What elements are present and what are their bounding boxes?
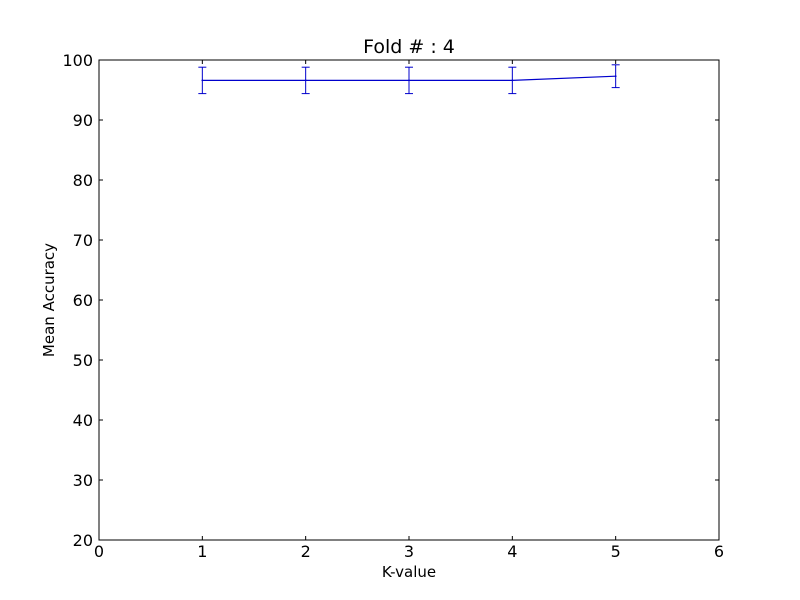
x-tick-labels: 0 1 2 3 4 5 6 [94,542,724,561]
x-tick-label: 6 [714,542,724,561]
data-point [201,79,204,82]
y-tick-label: 100 [62,51,93,70]
x-tick-label: 1 [197,542,207,561]
y-tick-labels: 20 30 40 50 60 70 80 90 100 [62,51,93,550]
x-tick-label: 0 [94,542,104,561]
plot-frame [98,59,720,541]
axis-ticks [98,59,720,541]
series-layer [198,64,620,95]
y-tick-label: 30 [73,471,93,490]
chart-title: Fold # : 4 [363,36,455,58]
y-tick-label: 50 [73,351,93,370]
data-point [304,79,307,82]
x-tick-label: 3 [404,542,414,561]
y-tick-label: 60 [73,291,93,310]
y-tick-label: 70 [73,231,93,250]
x-tick-label: 5 [611,542,621,561]
y-tick-label: 80 [73,171,93,190]
data-point [408,79,410,82]
y-tick-label: 20 [73,531,93,550]
x-tick-label: 4 [507,542,517,561]
x-tick-label: 2 [301,542,311,561]
data-point [511,79,514,82]
data-point [614,75,617,78]
y-axis-label: Mean Accuracy [40,243,58,357]
y-tick-label: 40 [73,411,93,430]
x-axis-label: K-value [382,563,436,581]
y-tick-label: 90 [73,111,93,130]
